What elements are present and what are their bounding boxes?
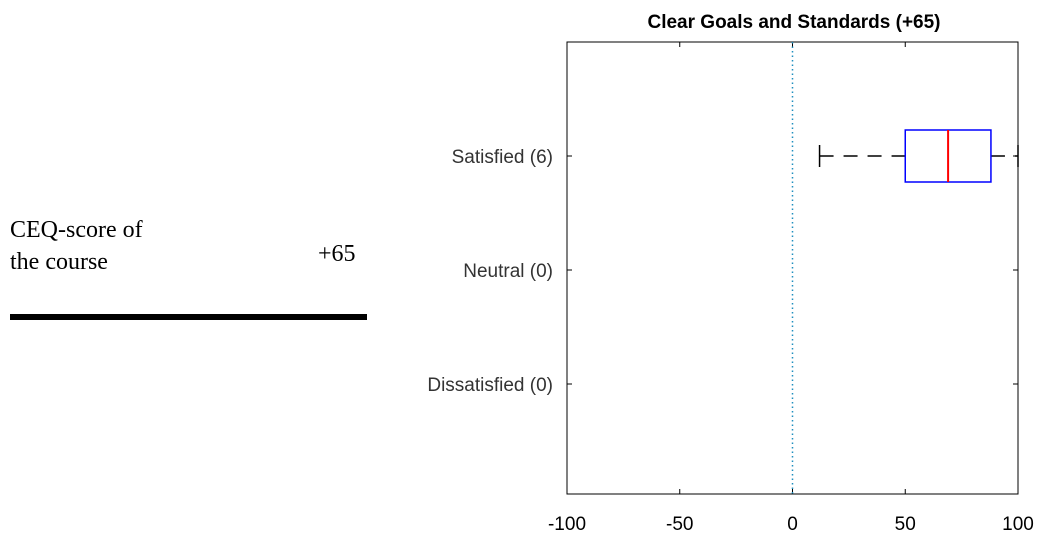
x-tick-label: -100 [548,514,586,535]
x-tick-label: -50 [666,514,693,535]
summary-divider [10,314,367,320]
x-tick-label: 100 [1002,514,1034,535]
chart-title: Clear Goals and Standards (+65) [647,12,940,33]
ceq-label-line2: the course [10,249,108,275]
x-tick-label: 50 [895,514,916,535]
ceq-score-label: CEQ-score of the course [10,214,210,278]
ceq-label-line1: CEQ-score of [10,217,143,243]
ceq-score-value: +65 [318,241,356,267]
y-tick-label: Satisfied (6) [452,147,553,168]
x-tick-label: 0 [787,514,798,535]
y-tick-label: Neutral (0) [463,261,553,282]
y-tick-label: Dissatisfied (0) [427,375,553,396]
